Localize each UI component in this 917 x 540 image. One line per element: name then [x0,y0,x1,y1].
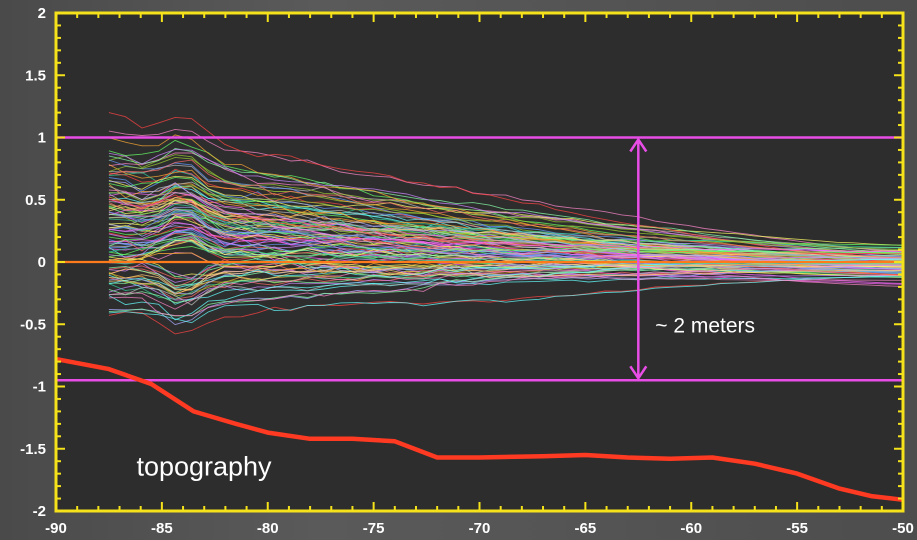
arrow-head-down [629,365,648,381]
arrow-head-up [629,137,648,153]
ensemble-line [108,208,904,258]
ensemble-line [108,269,904,291]
ensemble-line [108,228,904,253]
y-tick-label: 0 [38,254,46,271]
y-tick-label: -0.5 [20,316,46,333]
ensemble-line [108,238,904,265]
x-tick-label: -55 [786,520,808,537]
ensemble-line [108,148,904,254]
y-tick-labels: -2 -1.5 -1 -0.5 0 0.5 1 1.5 2 [20,5,46,520]
x-tick-label: -75 [363,520,385,537]
ensemble-line [108,268,904,300]
y-tick-label: 1 [38,130,46,147]
ensemble-line [108,263,904,317]
x-tick-label: -60 [680,520,702,537]
x-tick-label: -70 [469,520,491,537]
x-tick-labels: -90 -85 -80 -75 -70 -65 -60 -55 -50 [45,520,914,537]
ensemble-line [108,275,904,324]
ensemble-line [108,274,904,305]
ensemble-line [108,112,904,264]
ensemble-line [108,210,904,273]
ensemble-line [108,215,904,277]
y-tick-label: -2 [33,503,46,520]
y-tick-label: -1 [33,379,46,396]
reference-lines [56,136,903,382]
range-arrow [629,137,648,381]
ensemble-line [108,208,904,259]
topography-annotation: topography [136,451,272,481]
y-tick-label: 1.5 [25,67,46,84]
y-tick-label: 2 [38,5,46,22]
ensemble-line [108,156,904,255]
ensemble-line [108,175,904,246]
ensemble-line [108,264,904,326]
range-annotation: ~ 2 meters [655,314,755,337]
y-tick-label: 0.5 [25,192,46,209]
x-tick-label: -80 [257,520,279,537]
y-tick-label: -1.5 [20,441,46,458]
topography-series [55,356,904,503]
topography-line [55,356,904,503]
ensemble-line [108,237,904,258]
ensemble-line [108,184,904,251]
axis-ticks [55,12,904,512]
annotations: ~ 2 meters topography [136,314,755,481]
ensemble-line [108,261,903,279]
x-tick-label: -65 [575,520,597,537]
ensemble-line [108,192,904,273]
ensemble-line [108,159,904,259]
x-tick-label: -85 [151,520,173,537]
x-tick-label: -90 [45,520,67,537]
ensemble-line [108,148,904,257]
x-tick-label: -50 [892,520,914,537]
